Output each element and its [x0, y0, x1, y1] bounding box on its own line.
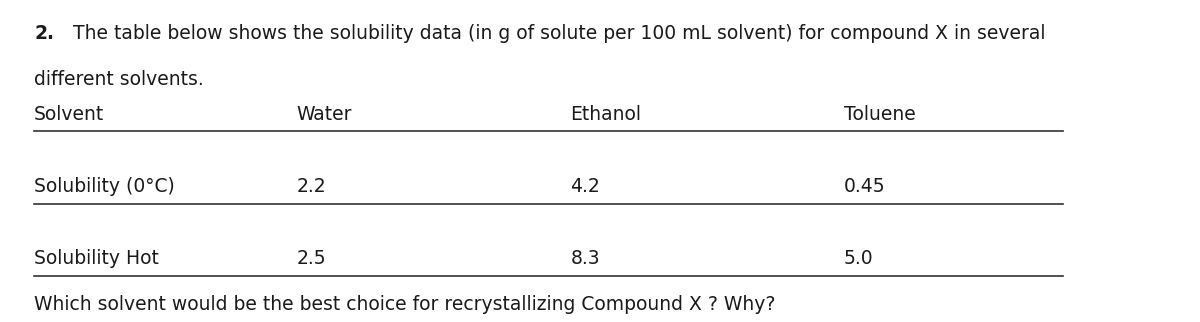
Text: 8.3: 8.3 — [570, 249, 600, 268]
Text: Solubility Hot: Solubility Hot — [35, 249, 160, 268]
Text: Solubility (0°C): Solubility (0°C) — [35, 177, 175, 196]
Text: different solvents.: different solvents. — [35, 70, 204, 89]
Text: Solvent: Solvent — [35, 105, 104, 124]
Text: Which solvent would be the best choice for recrystallizing Compound X ? Why?: Which solvent would be the best choice f… — [35, 295, 775, 314]
Text: 2.2: 2.2 — [296, 177, 326, 196]
Text: The table below shows the solubility data (in g of solute per 100 mL solvent) fo: The table below shows the solubility dat… — [72, 24, 1045, 43]
Text: Ethanol: Ethanol — [570, 105, 642, 124]
Text: Toluene: Toluene — [844, 105, 916, 124]
Text: 2.5: 2.5 — [296, 249, 326, 268]
Text: 0.45: 0.45 — [844, 177, 886, 196]
Text: 5.0: 5.0 — [844, 249, 874, 268]
Text: 4.2: 4.2 — [570, 177, 600, 196]
Text: Water: Water — [296, 105, 353, 124]
Text: 2.: 2. — [35, 24, 54, 43]
